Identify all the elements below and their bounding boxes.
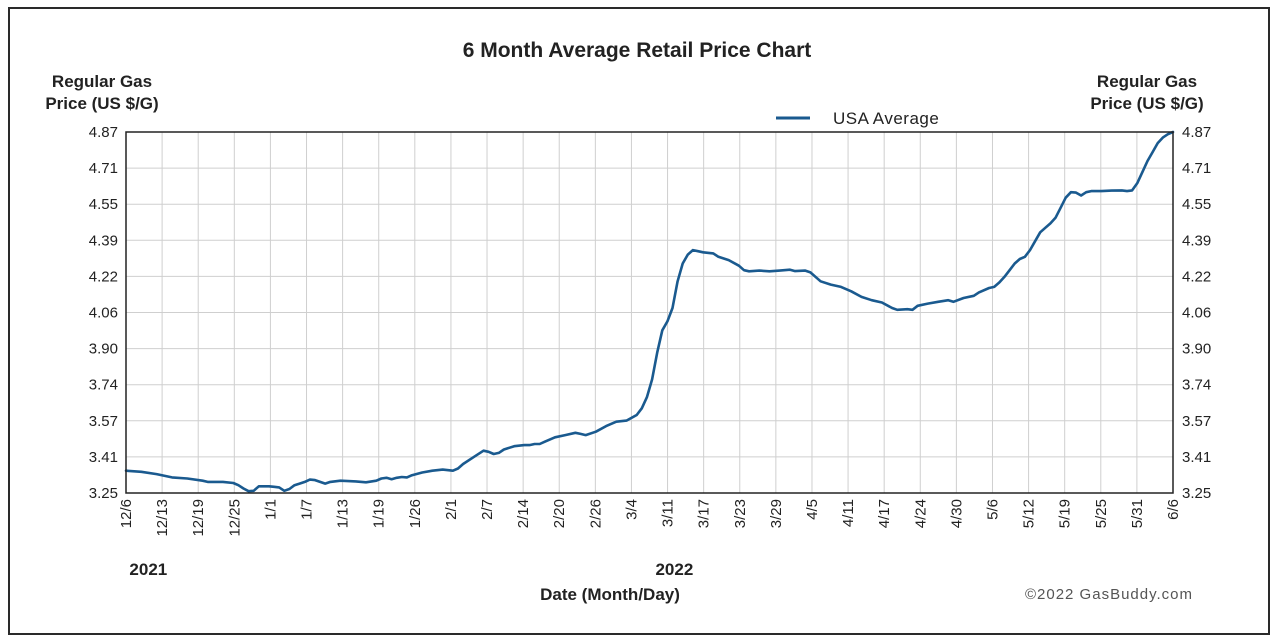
x-tick-label: 3/11 [660, 499, 677, 527]
y-tick-label-right: 3.41 [1182, 449, 1211, 466]
series-line-usa-average [124, 130, 1175, 493]
y-tick-label-right: 4.87 [1182, 124, 1211, 141]
x-tick-label: 5/31 [1129, 499, 1146, 528]
chart-canvas: 6 Month Average Retail Price Chart Regul… [45, 39, 1211, 604]
x-tick-label: 1/7 [299, 499, 316, 520]
year-labels: 2021 2022 [129, 560, 693, 579]
left-axis-title-line2: Price (US $/G) [45, 94, 158, 113]
x-tick-label: 2/1 [443, 499, 460, 520]
left-axis-title-line1: Regular Gas [52, 72, 152, 91]
x-tick-label: 2/26 [587, 499, 604, 528]
y-tick-label-left: 3.57 [89, 413, 118, 430]
x-tick-label: 3/17 [696, 499, 713, 528]
y-tick-label-right: 3.90 [1182, 341, 1211, 358]
y-tick-label-right: 4.55 [1182, 196, 1211, 213]
x-tick-label: 4/11 [840, 499, 857, 527]
year-label: 2021 [129, 560, 167, 579]
x-tick-label: 1/13 [335, 499, 352, 528]
x-tick-label: 4/5 [804, 499, 821, 520]
y-tick-label-right: 3.74 [1182, 377, 1211, 394]
y-tick-label-left: 3.41 [89, 449, 118, 466]
x-tick-label: 2/7 [479, 499, 496, 520]
y-tick-label-left: 3.25 [89, 485, 118, 502]
x-tick-label: 5/12 [1021, 499, 1038, 528]
x-tick-label: 1/1 [262, 499, 279, 520]
legend-label: USA Average [833, 109, 939, 128]
y-tick-label-left: 4.55 [89, 196, 118, 213]
x-tick-label: 12/25 [226, 499, 243, 537]
y-tick-label-right: 4.39 [1182, 232, 1211, 249]
x-tick-label: 2/20 [551, 499, 568, 528]
y-tick-label-left: 4.06 [89, 305, 118, 322]
x-tick-label: 1/26 [407, 499, 424, 528]
y-tick-label-left: 3.74 [89, 377, 118, 394]
x-tick-label: 4/24 [912, 499, 929, 528]
y-tick-label-left: 3.90 [89, 341, 118, 358]
x-tick-label: 5/25 [1093, 499, 1110, 528]
grid [125, 131, 1174, 494]
y-axis-ticks: 4.87 4.87 4.71 4.71 4.55 4.55 4.39 4.39 4.22 4.22… [89, 124, 1211, 502]
legend: USA Average [776, 109, 939, 128]
y-tick-label-right: 3.57 [1182, 413, 1211, 430]
credit-text: ©2022 GasBuddy.com [1025, 586, 1193, 603]
right-axis-title-line2: Price (US $/G) [1090, 94, 1203, 113]
x-tick-label: 12/13 [154, 499, 171, 537]
x-tick-label: 12/6 [118, 499, 135, 528]
x-tick-label: 1/19 [371, 499, 388, 528]
x-tick-label: 3/29 [768, 499, 785, 528]
y-tick-label-left: 4.22 [89, 268, 118, 285]
x-tick-label: 2/14 [515, 499, 532, 528]
y-tick-label-right: 3.25 [1182, 485, 1211, 502]
x-tick-label: 5/6 [984, 499, 1001, 520]
y-tick-label-left: 4.87 [89, 124, 118, 141]
y-tick-label-left: 4.71 [89, 160, 118, 177]
y-tick-label-left: 4.39 [89, 232, 118, 249]
year-label: 2022 [655, 560, 693, 579]
chart-title: 6 Month Average Retail Price Chart [463, 39, 812, 62]
x-axis-title: Date (Month/Day) [540, 585, 680, 604]
x-tick-label: 5/19 [1057, 499, 1074, 528]
plot-area [125, 131, 1174, 494]
y-tick-label-right: 4.06 [1182, 305, 1211, 322]
x-tick-label: 6/6 [1165, 499, 1182, 520]
x-axis-ticks: 12/6 12/13 12/19 12/25 1/1 1/7 1/13 1/19 1/26 2/1… [118, 499, 1182, 537]
x-tick-label: 12/19 [190, 499, 207, 537]
x-tick-label: 3/23 [732, 499, 749, 528]
y-tick-label-right: 4.22 [1182, 268, 1211, 285]
chart-frame: 6 Month Average Retail Price Chart Regul… [8, 7, 1270, 635]
right-axis-title-line1: Regular Gas [1097, 72, 1197, 91]
x-tick-label: 3/4 [623, 499, 640, 520]
x-tick-label: 4/17 [876, 499, 893, 528]
y-tick-label-right: 4.71 [1182, 160, 1211, 177]
x-tick-label: 4/30 [948, 499, 965, 528]
